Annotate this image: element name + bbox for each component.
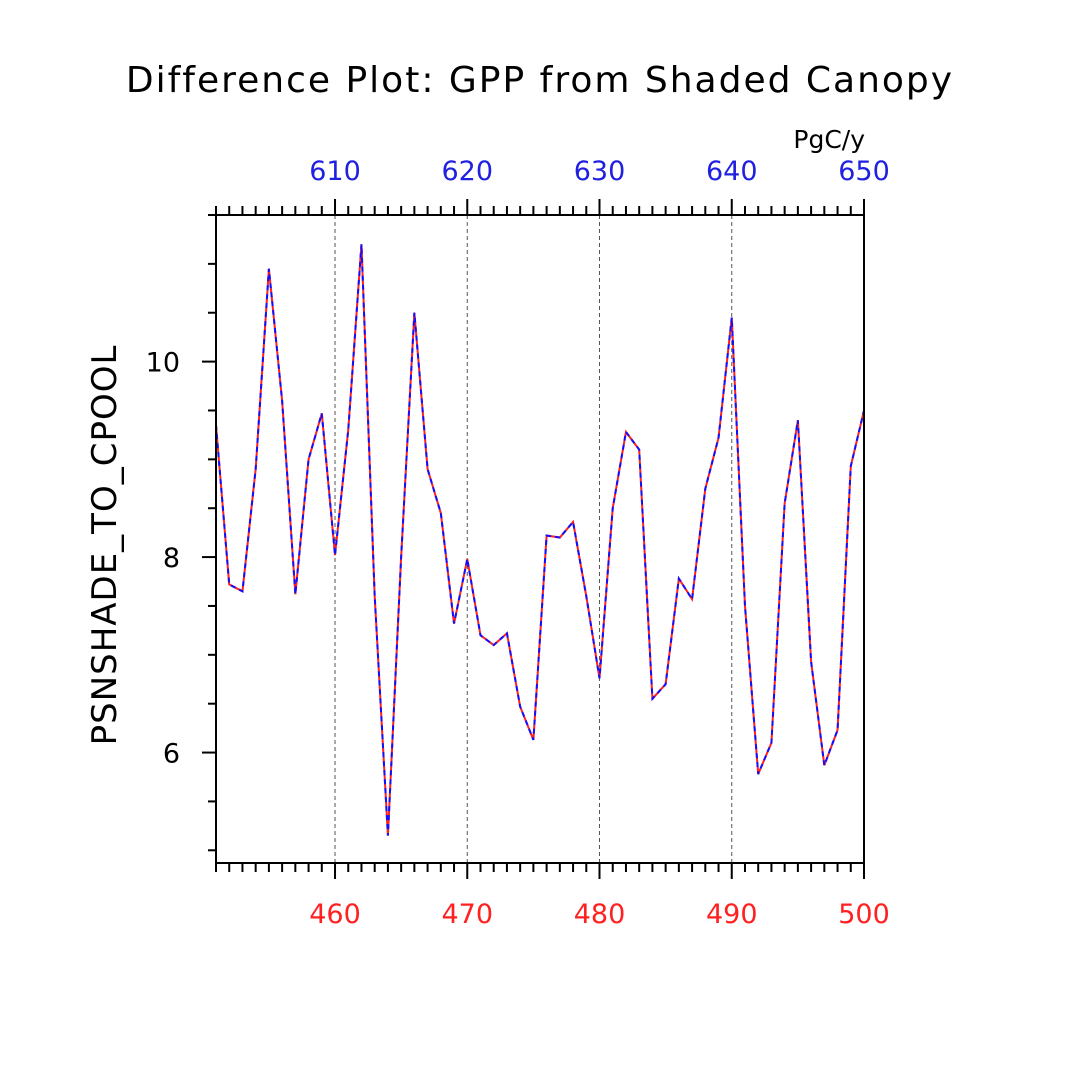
series-line-2 <box>215 244 865 836</box>
x-tick-label: 460 <box>309 899 361 930</box>
series-line-1 <box>215 244 865 836</box>
top-tick-label: 630 <box>574 156 626 187</box>
x-tick-label: 490 <box>706 899 758 930</box>
top-tick-label: 650 <box>838 156 890 187</box>
top-tick-label: 610 <box>309 156 361 187</box>
grid-lines <box>334 215 733 863</box>
units-label: PgC/y <box>793 125 865 154</box>
data-series <box>215 244 865 836</box>
axes <box>202 199 865 879</box>
tick-labels: 460 470 480 490 500 610 620 630 640 650 6 8 10 <box>146 156 890 930</box>
plot-frame <box>215 214 865 864</box>
x-tick-label: 500 <box>838 899 890 930</box>
top-tick-label: 640 <box>706 156 758 187</box>
y-axis-label: PSNSHADE_TO_CPOOL <box>85 345 125 746</box>
x-tick-label: 480 <box>574 899 626 930</box>
y-tick-label: 10 <box>146 348 180 379</box>
chart-title: Difference Plot: GPP from Shaded Canopy <box>126 60 954 101</box>
top-tick-label: 620 <box>441 156 493 187</box>
y-tick-label: 6 <box>163 739 180 770</box>
y-tick-label: 8 <box>163 543 180 574</box>
x-tick-label: 470 <box>441 899 493 930</box>
